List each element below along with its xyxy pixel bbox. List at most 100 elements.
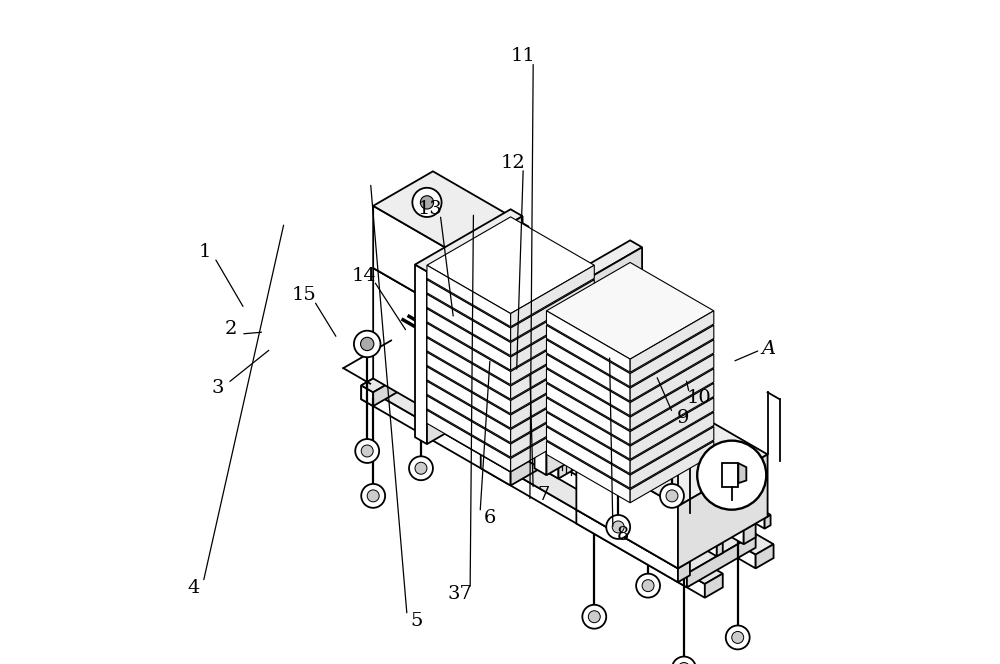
Polygon shape: [705, 574, 723, 598]
Polygon shape: [576, 503, 690, 568]
Polygon shape: [511, 323, 594, 384]
Circle shape: [560, 408, 575, 422]
Text: 4: 4: [187, 578, 199, 597]
Polygon shape: [552, 451, 717, 556]
Polygon shape: [463, 261, 579, 329]
Polygon shape: [630, 412, 714, 474]
Polygon shape: [546, 349, 714, 446]
Polygon shape: [511, 396, 594, 457]
Polygon shape: [463, 320, 478, 349]
Polygon shape: [463, 327, 478, 439]
Polygon shape: [427, 309, 511, 371]
Text: 37: 37: [448, 585, 473, 604]
Polygon shape: [373, 171, 529, 261]
Text: 8: 8: [617, 525, 629, 544]
Circle shape: [354, 331, 380, 357]
Polygon shape: [427, 381, 511, 443]
Polygon shape: [630, 398, 714, 459]
Circle shape: [355, 439, 379, 463]
Circle shape: [666, 490, 678, 502]
Polygon shape: [600, 424, 765, 529]
Polygon shape: [427, 280, 511, 341]
Text: 5: 5: [411, 612, 423, 630]
Polygon shape: [427, 265, 511, 327]
Polygon shape: [511, 338, 594, 399]
Polygon shape: [427, 231, 594, 328]
Polygon shape: [463, 295, 532, 335]
Polygon shape: [546, 378, 714, 475]
Polygon shape: [427, 396, 511, 457]
Polygon shape: [630, 311, 714, 373]
Circle shape: [636, 574, 660, 598]
Circle shape: [606, 515, 630, 539]
Polygon shape: [511, 352, 594, 414]
Circle shape: [361, 484, 385, 508]
Circle shape: [485, 362, 512, 388]
Polygon shape: [415, 264, 427, 444]
Polygon shape: [427, 367, 511, 428]
Polygon shape: [427, 333, 594, 430]
Circle shape: [660, 484, 684, 508]
Polygon shape: [558, 289, 612, 368]
Polygon shape: [511, 265, 594, 327]
Circle shape: [412, 188, 442, 217]
Polygon shape: [546, 247, 642, 475]
Polygon shape: [427, 246, 594, 343]
Circle shape: [415, 462, 427, 474]
Polygon shape: [756, 544, 774, 568]
Polygon shape: [630, 325, 714, 386]
Polygon shape: [576, 510, 678, 582]
Text: 1: 1: [198, 243, 211, 262]
Polygon shape: [744, 523, 756, 544]
Text: 14: 14: [352, 266, 376, 285]
Polygon shape: [427, 304, 594, 400]
Polygon shape: [546, 291, 714, 388]
Text: 11: 11: [511, 47, 536, 66]
Circle shape: [697, 441, 766, 510]
Circle shape: [553, 400, 582, 430]
Polygon shape: [600, 420, 771, 519]
Polygon shape: [546, 427, 630, 488]
Polygon shape: [546, 325, 630, 386]
Polygon shape: [511, 268, 579, 307]
Polygon shape: [678, 562, 690, 582]
Polygon shape: [529, 365, 558, 479]
Text: 12: 12: [501, 153, 526, 172]
Polygon shape: [546, 369, 630, 430]
Polygon shape: [511, 424, 594, 485]
Circle shape: [438, 344, 452, 357]
Polygon shape: [469, 226, 529, 323]
Polygon shape: [457, 278, 523, 427]
Polygon shape: [642, 465, 756, 531]
Polygon shape: [535, 275, 612, 320]
Polygon shape: [630, 340, 714, 401]
Polygon shape: [535, 240, 642, 303]
Polygon shape: [717, 542, 723, 556]
Polygon shape: [630, 355, 714, 416]
Polygon shape: [630, 442, 714, 503]
Text: 3: 3: [212, 379, 224, 398]
Polygon shape: [675, 566, 687, 588]
Polygon shape: [412, 356, 756, 568]
Circle shape: [492, 369, 505, 382]
Polygon shape: [546, 306, 714, 402]
Polygon shape: [511, 367, 594, 428]
Circle shape: [726, 625, 750, 649]
Polygon shape: [373, 268, 457, 427]
Circle shape: [642, 580, 654, 592]
Polygon shape: [526, 277, 579, 411]
Polygon shape: [427, 338, 511, 399]
Polygon shape: [427, 275, 594, 372]
Polygon shape: [642, 471, 744, 544]
Polygon shape: [546, 412, 630, 474]
Polygon shape: [630, 383, 714, 445]
Polygon shape: [546, 364, 714, 461]
Polygon shape: [361, 346, 442, 392]
Circle shape: [588, 611, 600, 623]
Circle shape: [409, 456, 433, 480]
Polygon shape: [546, 355, 630, 416]
Polygon shape: [415, 209, 523, 272]
Polygon shape: [373, 353, 442, 406]
Polygon shape: [481, 406, 594, 471]
Polygon shape: [511, 309, 594, 371]
